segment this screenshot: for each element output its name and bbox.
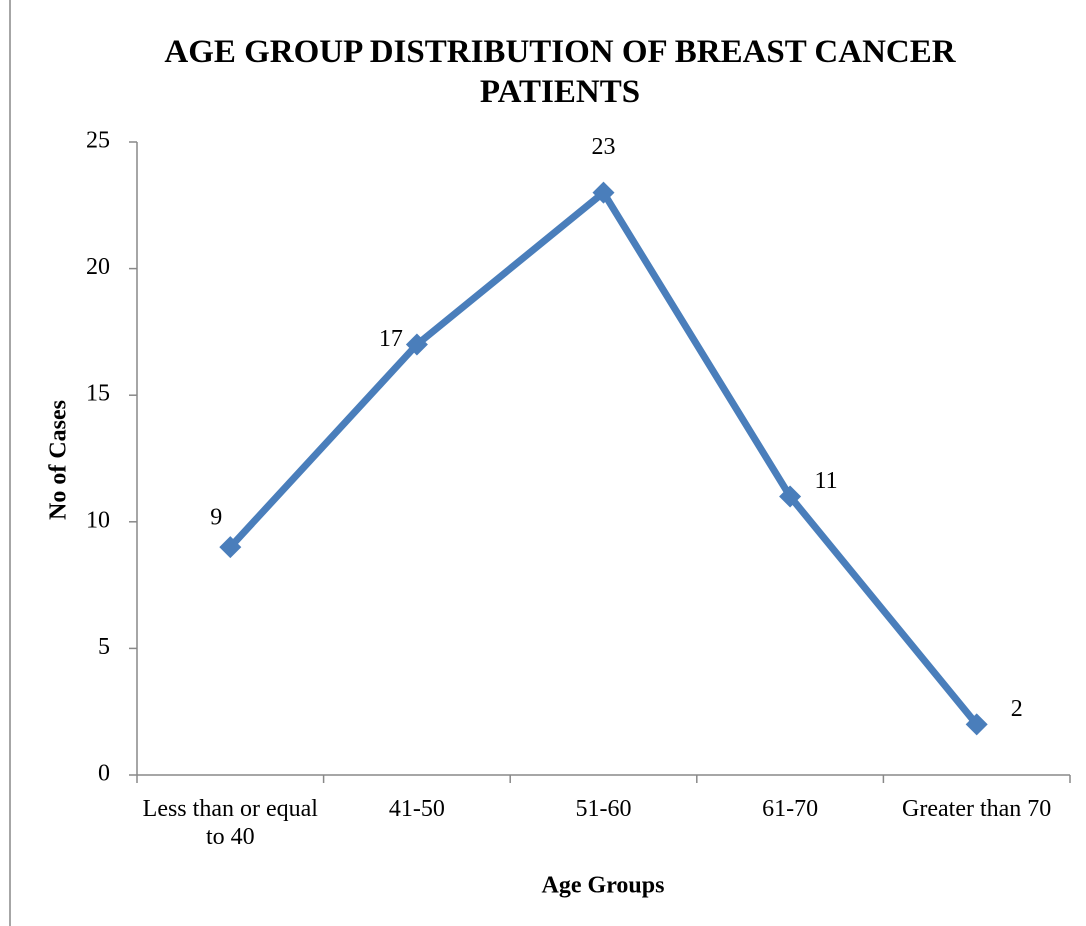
y-tick-label: 25 (86, 128, 110, 154)
data-point (965, 713, 988, 736)
data-point (779, 485, 802, 508)
x-tick-label: Greater than 70 (902, 796, 1052, 822)
data-label: 2 (1011, 696, 1023, 722)
data-point (405, 333, 428, 356)
x-axis-label: Age Groups (542, 873, 665, 899)
data-label: 17 (379, 326, 403, 352)
y-tick-label: 15 (86, 381, 110, 407)
data-point (219, 536, 242, 559)
x-tick-label: 51-60 (575, 796, 632, 822)
x-tick-label: 61-70 (762, 796, 819, 822)
data-label: 9 (210, 505, 222, 531)
y-tick-label: 10 (86, 507, 110, 533)
chart-frame (9, 0, 11, 926)
series-line (227, 189, 980, 727)
x-tick-label: 41-50 (388, 796, 445, 822)
chart-title: AGE GROUP DISTRIBUTION OF BREAST CANCER … (164, 34, 956, 110)
data-point (592, 181, 615, 204)
x-tick-label: Less than or equal to 40 (142, 796, 318, 850)
data-label: 23 (592, 134, 616, 160)
y-tick-label: 20 (86, 254, 110, 280)
y-tick-label: 0 (98, 761, 110, 787)
y-tick-label: 5 (98, 634, 110, 660)
y-axis-label: No of Cases (46, 400, 72, 520)
data-label: 11 (815, 468, 838, 494)
